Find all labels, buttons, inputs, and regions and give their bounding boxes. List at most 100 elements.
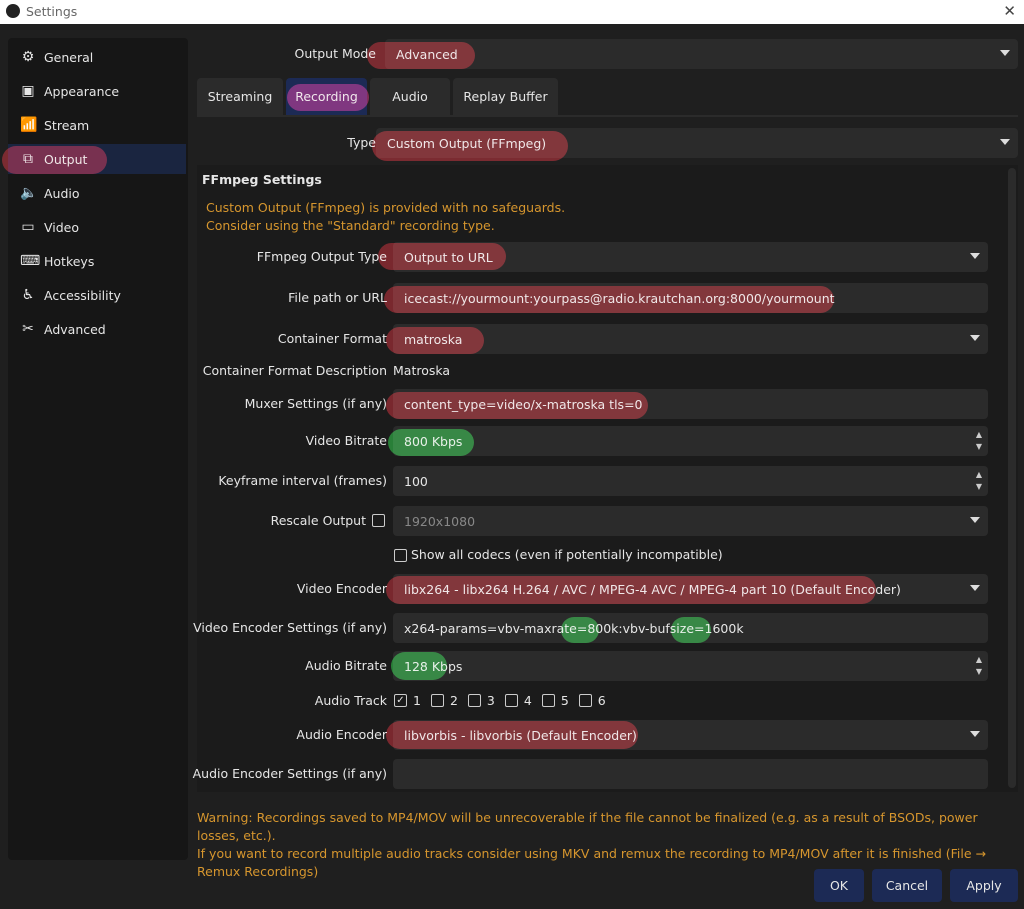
gear-icon: ⚙ (21, 49, 35, 65)
audio-track-2-checkbox[interactable] (430, 694, 444, 707)
video-encoder-label: Video Encoder (296, 581, 387, 596)
sidebar-item-label: Video (44, 219, 80, 235)
track-number: 3 (486, 693, 495, 708)
ffmpeg-notice-2: Consider using the "Standard" recording … (206, 218, 495, 233)
spin-arrows-icon[interactable]: ▲ ▼ (975, 655, 982, 676)
output-mode-value: Advanced (396, 46, 458, 62)
window-title: Settings (26, 4, 78, 19)
sidebar-item-accessibility[interactable]: ♿ Accessibility (8, 280, 186, 310)
sidebar-item-video[interactable]: ▭ Video (8, 212, 186, 242)
checkbox[interactable] (394, 549, 407, 562)
checkbox-label: Show all codecs (even if potentially inc… (410, 547, 723, 562)
audio-track-5-checkbox[interactable] (541, 694, 555, 707)
audio-track-1-checkbox[interactable]: ✓ (394, 694, 407, 707)
apply-button[interactable]: Apply (950, 869, 1018, 902)
sidebar-item-label: Stream (44, 117, 90, 133)
spin-arrows-icon[interactable]: ▲ ▼ (975, 430, 982, 451)
output-type-field[interactable]: Output to URL (393, 242, 988, 272)
chevron-down-icon (1000, 50, 1010, 56)
type-select[interactable]: Custom Output (FFmpeg) (376, 128, 1018, 158)
keyframe-label: Keyframe interval (frames) (218, 473, 387, 488)
video-bitrate-field[interactable]: 800 Kbps ▲ ▼ (393, 426, 988, 456)
sidebar-item-appearance[interactable]: ▣ Appearance (8, 76, 186, 106)
audio-bitrate-value: 128 Kbps (404, 658, 463, 674)
video-bitrate-value: 800 Kbps (404, 433, 463, 449)
warning-line-2: If you want to record multiple audio tra… (197, 846, 987, 879)
container-format-field[interactable]: matroska (393, 324, 988, 354)
sidebar-item-label: Hotkeys (44, 253, 95, 269)
track-number: 1 (413, 693, 421, 708)
audio-track-6-checkbox[interactable] (578, 694, 592, 707)
chevron-down-icon (970, 731, 980, 737)
cancel-button[interactable]: Cancel (872, 869, 942, 902)
sidebar-item-label: Audio (44, 185, 80, 201)
audio-bitrate-label: Audio Bitrate (305, 658, 387, 673)
track-number: 2 (449, 693, 458, 708)
chevron-down-icon (970, 335, 980, 341)
video-encoder-settings-value: x264-params=vbv-maxrate=800k:vbv-bufsize… (404, 620, 744, 636)
video-encoder-settings-input[interactable]: x264-params=vbv-maxrate=800k:vbv-bufsize… (393, 613, 988, 643)
keyboard-icon: ⌨ (20, 253, 41, 269)
tab-label: Audio (392, 89, 428, 104)
tools-icon: ✂ (22, 321, 34, 337)
output-mode-select[interactable]: Advanced (385, 39, 1018, 69)
keyframe-value: 100 (404, 473, 428, 489)
speaker-icon: 🔈 (20, 185, 38, 201)
audio-encoder-label: Audio Encoder (296, 727, 387, 742)
monitor-icon: ▭ (21, 219, 35, 235)
sidebar-item-stream[interactable]: 📶 Stream (8, 110, 186, 140)
muxer-value: content_type=video/x-matroska tls=0 (404, 396, 643, 412)
container-format-value: matroska (404, 331, 463, 347)
title-bar: Settings ✕ (0, 0, 1024, 24)
file-path-value: icecast://yourmount:yourpass@radio.kraut… (404, 290, 835, 306)
apply-label: Apply (966, 878, 1002, 893)
rescale-value: 1920x1080 (404, 513, 476, 529)
video-encoder-value: libx264 - libx264 H.264 / AVC / MPEG-4 A… (404, 581, 901, 597)
scrollbar[interactable] (1008, 168, 1016, 788)
audio-encoder-settings-input[interactable] (393, 759, 988, 789)
rescale-field[interactable]: 1920x1080 (393, 506, 988, 536)
sidebar-item-hotkeys[interactable]: ⌨ Hotkeys (8, 246, 186, 276)
tab-streaming[interactable]: Streaming (197, 78, 283, 115)
audio-encoder-value: libvorbis - libvorbis (Default Encoder) (404, 727, 637, 743)
video-encoder-settings-label: Video Encoder Settings (if any) (193, 620, 387, 635)
audio-track-checkboxes: ✓ 1 2 3 4 5 6 (394, 693, 610, 708)
accessibility-icon: ♿ (21, 287, 35, 303)
audio-bitrate-field[interactable]: 128 Kbps ▲ ▼ (393, 651, 988, 681)
chevron-down-icon (970, 253, 980, 259)
file-path-input[interactable]: icecast://yourmount:yourpass@radio.kraut… (393, 283, 988, 313)
muxer-input[interactable]: content_type=video/x-matroska tls=0 (393, 389, 988, 419)
rescale-checkbox[interactable] (372, 514, 385, 527)
sidebar-item-general[interactable]: ⚙ General (8, 42, 186, 72)
chevron-down-icon (970, 585, 980, 591)
container-format-label: Container Format (277, 331, 387, 346)
keyframe-field[interactable]: 100 ▲ ▼ (393, 466, 988, 496)
container-desc-label: Container Format Description (202, 363, 387, 378)
tab-audio[interactable]: Audio (370, 78, 450, 115)
video-encoder-field[interactable]: libx264 - libx264 H.264 / AVC / MPEG-4 A… (393, 574, 988, 604)
file-path-label: File path or URL (288, 290, 387, 305)
sidebar-item-label: Advanced (44, 321, 106, 337)
ffmpeg-settings-header: FFmpeg Settings (202, 172, 322, 187)
muxer-label: Muxer Settings (if any) (244, 396, 387, 411)
spin-arrows-icon[interactable]: ▲ ▼ (975, 470, 982, 491)
audio-track-4-checkbox[interactable] (504, 694, 518, 707)
sidebar-item-audio[interactable]: 🔈 Audio (8, 178, 186, 208)
tab-recording[interactable]: Recording (286, 78, 367, 115)
sidebar-item-output[interactable]: ⧉ Output (8, 144, 186, 174)
tab-replay-buffer[interactable]: Replay Buffer (453, 78, 558, 115)
audio-encoder-field[interactable]: libvorbis - libvorbis (Default Encoder) (393, 720, 988, 750)
ok-button[interactable]: OK (814, 869, 864, 902)
audio-track-3-checkbox[interactable] (467, 694, 481, 707)
sidebar-item-advanced[interactable]: ✂ Advanced (8, 314, 186, 344)
audio-encoder-settings-label: Audio Encoder Settings (if any) (192, 766, 387, 781)
container-desc-value: Matroska (393, 363, 451, 378)
close-icon[interactable]: ✕ (1003, 2, 1016, 20)
output-type-label: FFmpeg Output Type (256, 249, 387, 264)
sidebar (8, 38, 188, 860)
obs-logo-icon (6, 4, 20, 18)
cancel-label: Cancel (885, 878, 929, 893)
show-all-codecs-checkbox[interactable]: Show all codecs (even if potentially inc… (394, 547, 723, 562)
track-number: 6 (597, 693, 606, 708)
type-label: Type (347, 135, 376, 150)
